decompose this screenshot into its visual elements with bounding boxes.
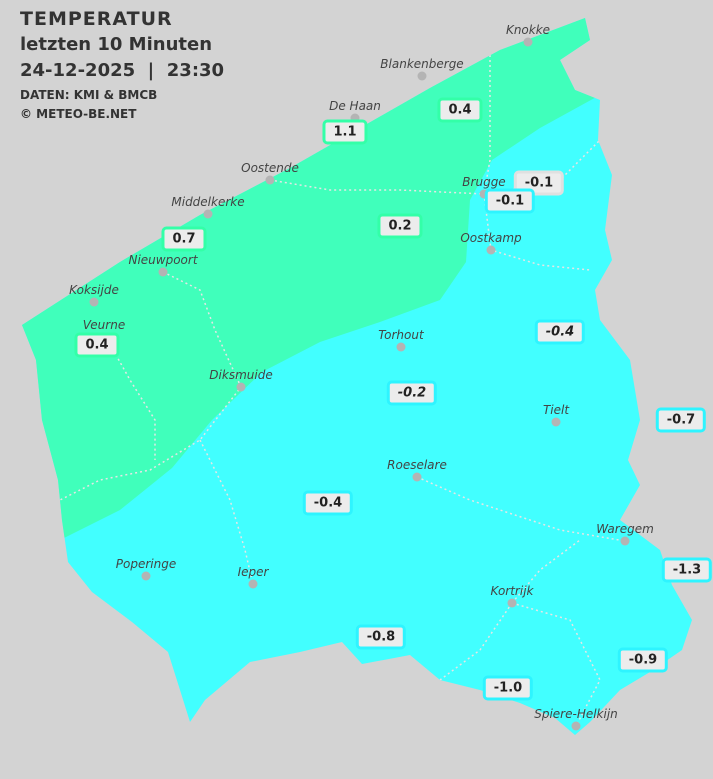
map-title: TEMPERATUR <box>20 8 173 30</box>
city-label: Diksmuide <box>209 368 273 382</box>
roads <box>59 40 626 727</box>
city-label: Tielt <box>542 403 570 417</box>
data-source: DATEN: KMI & BMCB <box>20 88 158 102</box>
city-dot <box>479 189 489 199</box>
temperature-value: -0.8 <box>355 624 407 650</box>
temperature-value: -0.9 <box>617 647 669 673</box>
city-dot <box>523 37 533 47</box>
city-dot <box>507 598 517 608</box>
copyright: © METEO-BE.NET <box>20 107 137 121</box>
city-label: Poperinge <box>115 557 177 571</box>
temperature-value: 1.1 <box>322 119 368 145</box>
city-dot <box>141 571 151 581</box>
city-dot <box>396 342 406 352</box>
city-dot <box>350 113 360 123</box>
city-dot <box>236 382 246 392</box>
city-dot <box>203 209 213 219</box>
city-dot <box>89 297 99 307</box>
temperature-value: -0.4 <box>534 319 586 345</box>
map-datetime: 24-12-2025 | 23:30 <box>20 60 225 81</box>
city-label: Roeselare <box>387 458 447 472</box>
temperature-value: 0.4 <box>74 332 120 358</box>
city-dot <box>412 472 422 482</box>
temperature-value: 0.4 <box>437 97 483 123</box>
city-label: Brugge <box>462 175 506 189</box>
city-label: Kortrijk <box>490 584 534 598</box>
city-label: De Haan <box>329 99 381 113</box>
city-dot <box>248 579 258 589</box>
city-label: Koksijde <box>69 283 119 297</box>
city-label: Ieper <box>237 565 269 579</box>
city-dot <box>620 536 630 546</box>
city-label: Blankenberge <box>380 57 464 71</box>
city-dot <box>417 71 427 81</box>
temperature-value: 0.2 <box>377 213 423 239</box>
city-label: Oostende <box>241 161 299 175</box>
temperature-value: -0.1 <box>484 188 536 214</box>
city-label: Oostkamp <box>460 231 522 245</box>
city-dot <box>265 175 275 185</box>
temperature-value: -0.4 <box>302 490 354 516</box>
map-subtitle: letzten 10 Minuten <box>20 34 213 55</box>
temperature-value: -0.2 <box>386 380 438 406</box>
temperature-value: -0.1 <box>513 170 565 196</box>
city-dot <box>551 417 561 427</box>
city-dot <box>571 721 581 731</box>
city-label: Middelkerke <box>171 195 245 209</box>
city-dot <box>486 245 496 255</box>
city-label: Nieuwpoort <box>128 253 198 267</box>
temperature-value: 0.7 <box>161 226 207 252</box>
temperature-value: -1.3 <box>661 557 713 583</box>
city-dot <box>158 267 168 277</box>
city-label: Waregem <box>596 522 654 536</box>
temperature-value: -0.7 <box>655 407 707 433</box>
city-label: Spiere-Helkijn <box>534 707 618 721</box>
city-label: Veurne <box>82 318 126 332</box>
temperature-value: -1.0 <box>482 675 534 701</box>
city-label: Knokke <box>505 23 551 37</box>
city-label: Torhout <box>378 328 424 342</box>
